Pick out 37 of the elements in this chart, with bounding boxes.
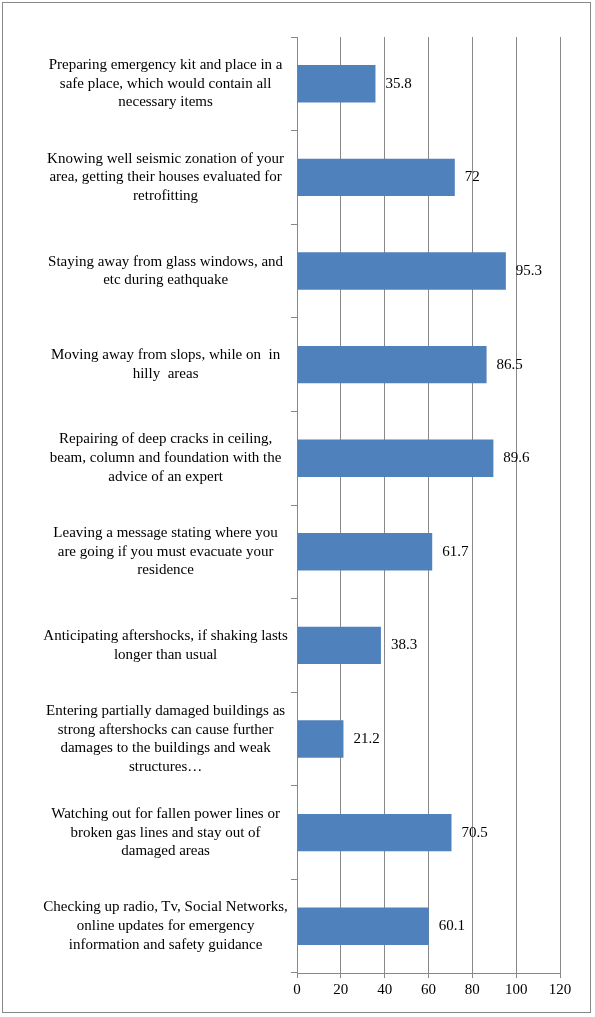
data-label: 70.5	[461, 823, 488, 840]
data-label: 86.5	[496, 355, 523, 372]
data-label: 21.2	[353, 729, 380, 746]
data-label: 38.3	[390, 636, 418, 653]
bar	[297, 158, 455, 197]
data-label: 89.6	[503, 449, 531, 466]
y-tick-label: Entering partially damaged buildings as strong aftershocks can cause further damages to the buildings and weak structures…	[46, 701, 286, 775]
y-tick-label: Anticipating aftershocks, if shaking lasts longer than usual	[43, 626, 289, 662]
x-tick-label: 40	[377, 980, 393, 997]
y-tick-label: Staying away from glass windows, and etc during eathquake	[48, 252, 284, 288]
x-tick-label: 0	[293, 980, 301, 997]
bar	[297, 907, 429, 945]
bar	[297, 345, 487, 384]
bar	[297, 65, 376, 103]
bar	[297, 252, 506, 290]
y-tick-label: Repairing of deep cracks in ceiling, beam, column and foundation with the advice of an expert	[49, 430, 282, 484]
y-tick-label: Preparing emergency kit and place in a safe place, which would contain all necessary items	[48, 55, 283, 110]
y-tick-label: Leaving a message stating where you are going if you must evacuate your residence	[53, 523, 279, 578]
y-tick-label: Watching out for fallen power lines or broken gas lines and stay out of damaged areas	[51, 804, 280, 859]
data-label: 95.3	[515, 261, 543, 278]
x-tick-label: 120	[548, 980, 572, 997]
data-label: 60.1	[438, 917, 465, 934]
data-label: 35.8	[385, 74, 412, 91]
x-tick-label: 20	[333, 980, 349, 997]
bar	[297, 813, 452, 852]
bar	[297, 439, 494, 477]
y-tick-label: Knowing well seismic zonation of your area, getting their houses evaluated for retrofitting	[47, 149, 285, 204]
data-label: 61.7	[442, 542, 469, 559]
bar	[297, 626, 381, 665]
bar	[297, 533, 433, 571]
y-tick-label: Checking up radio, Tv, Social Networks, online updates for emergency information and safety guidance	[43, 898, 288, 952]
bar	[297, 720, 344, 758]
y-tick-label: Moving away from slops, while on in hilly areas	[51, 346, 281, 381]
x-tick-label: 100	[504, 980, 528, 997]
x-tick-label: 60	[421, 980, 436, 997]
data-label: 72	[464, 168, 480, 185]
x-tick-label: 80	[464, 980, 480, 997]
